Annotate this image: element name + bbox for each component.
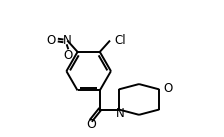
Text: O: O xyxy=(46,34,55,47)
Text: O: O xyxy=(86,118,96,131)
Text: O: O xyxy=(63,48,73,62)
Text: Cl: Cl xyxy=(114,34,126,47)
Text: N: N xyxy=(62,34,71,47)
Text: O: O xyxy=(163,82,172,95)
Text: N: N xyxy=(116,107,124,120)
